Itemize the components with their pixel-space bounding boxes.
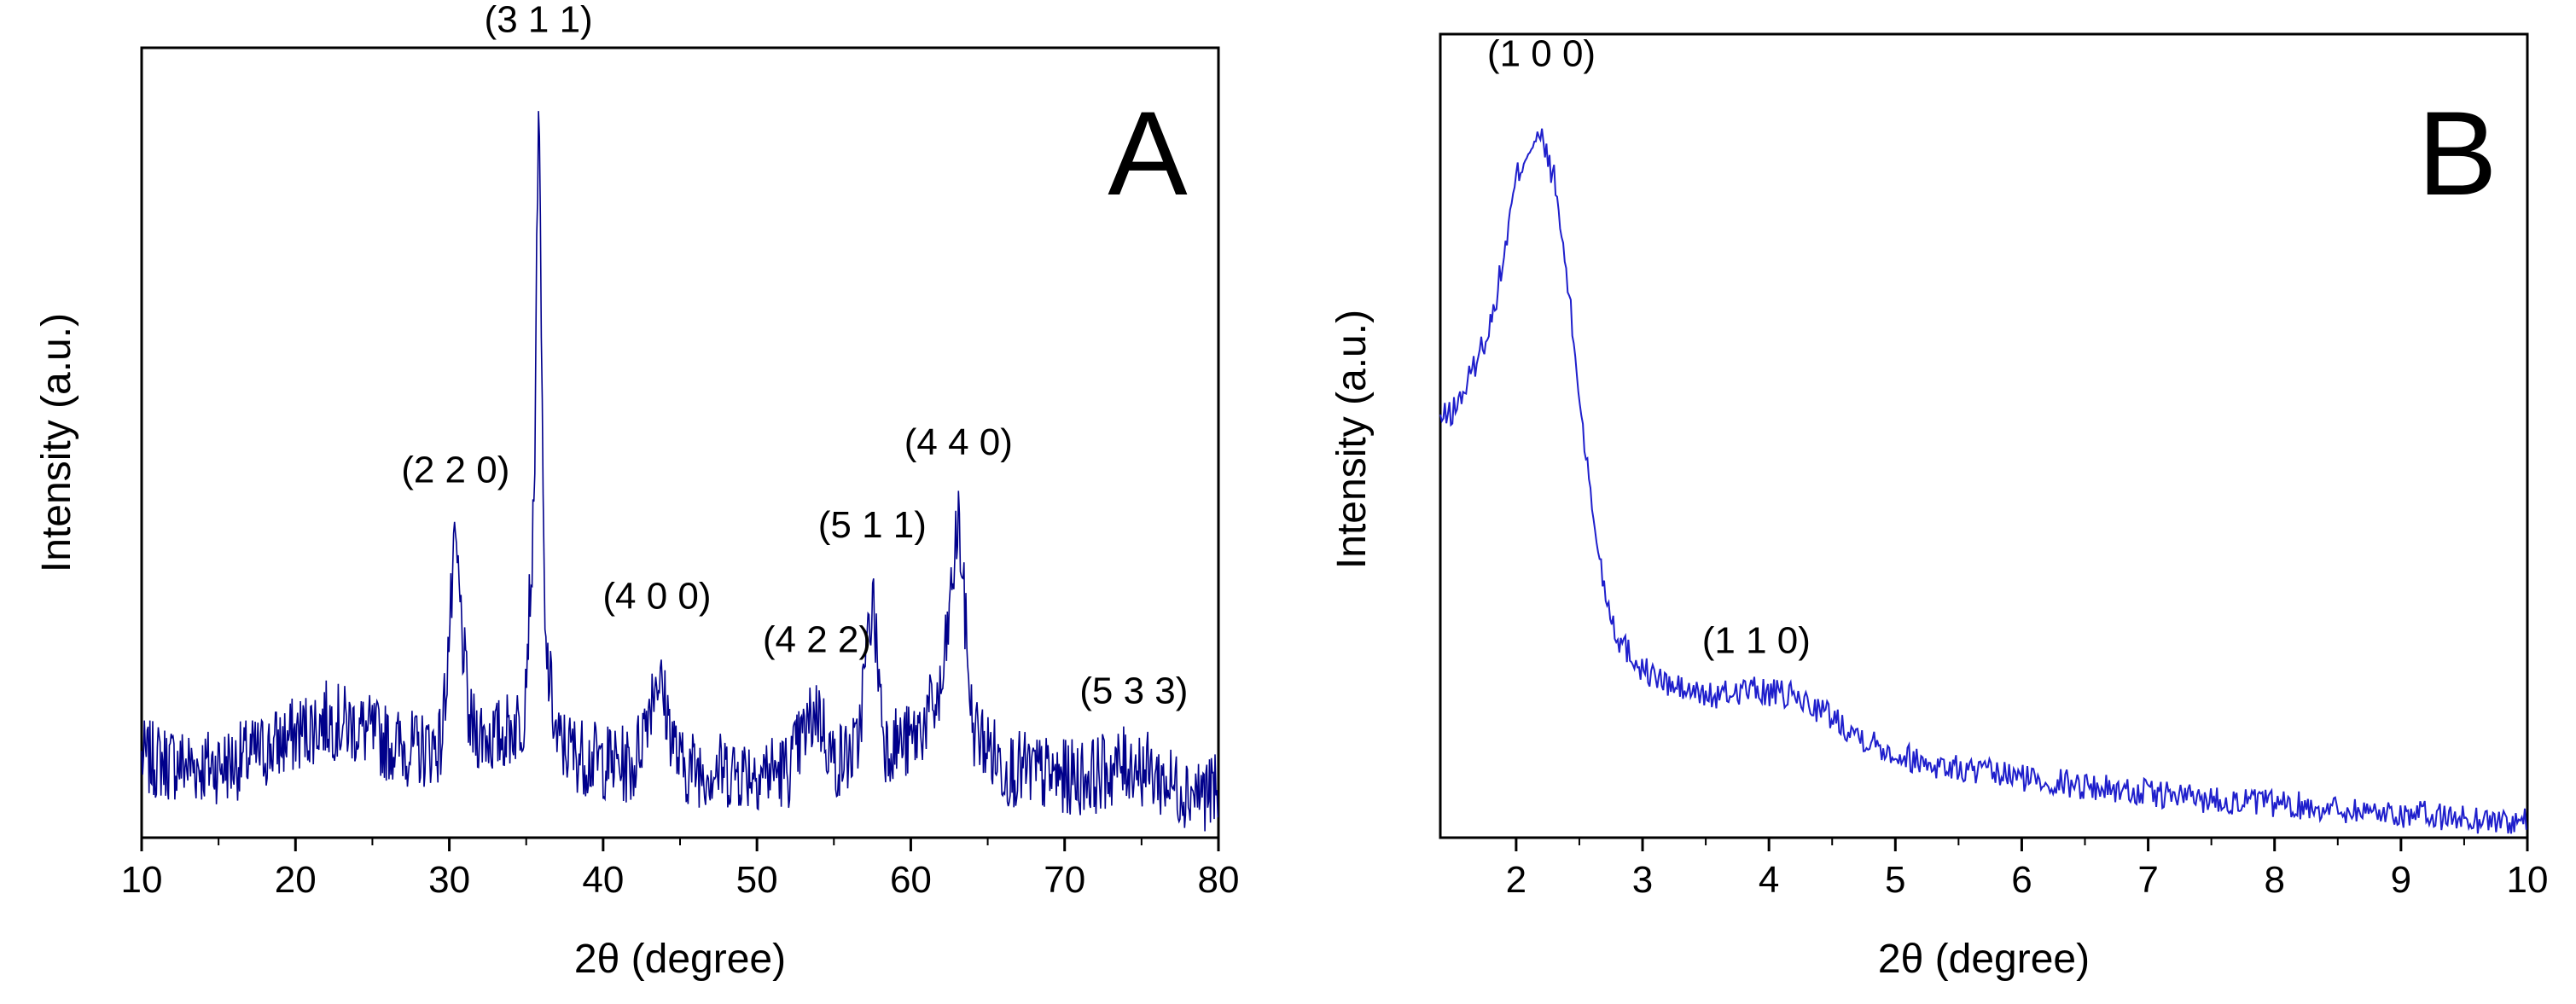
- x-tick-label: 40: [582, 859, 624, 901]
- x-tick-label: 50: [736, 859, 778, 901]
- x-tick-label: 70: [1044, 859, 1085, 901]
- x-tick-label: 8: [2264, 859, 2284, 901]
- x-tick-label: 9: [2391, 859, 2411, 901]
- x-tick-label: 3: [1632, 859, 1653, 901]
- x-tick-label: 2: [1506, 859, 1526, 901]
- peak-label: (4 4 0): [904, 421, 1013, 463]
- x-tick-label: 30: [428, 859, 470, 901]
- x-tick-label: 20: [275, 859, 317, 901]
- peak-label: (1 0 0): [1487, 33, 1596, 75]
- panel-label-b: B: [2417, 86, 2497, 220]
- x-ticks-a: 10 20 30 40 50 60 70 80: [121, 838, 1240, 901]
- peak-labels-a: (2 2 0) (3 1 1) (4 0 0) (4 2 2) (5 1 1) (4 4 …: [401, 0, 1188, 712]
- y-axis-label-b: Intensity (a.u.): [1329, 310, 1375, 569]
- series-line-b: [1439, 128, 2527, 834]
- y-axis-label-a: Intensity (a.u.): [34, 313, 79, 572]
- peak-label: (4 0 0): [602, 575, 711, 617]
- panel-label-a: A: [1108, 86, 1188, 220]
- x-tick-label: 60: [890, 859, 932, 901]
- series-group-a: [141, 111, 1219, 832]
- peak-label: (5 3 3): [1079, 670, 1188, 712]
- peak-labels-b: (1 0 0) (1 1 0): [1487, 33, 1811, 662]
- peak-label: (4 2 2): [763, 618, 871, 660]
- x-tick-label: 80: [1198, 859, 1240, 901]
- plot-frame-b: [1439, 32, 2529, 839]
- x-axis-label-a: 2θ (degree): [574, 937, 786, 982]
- series-group-b: [1439, 128, 2527, 834]
- peak-label: (3 1 1): [485, 0, 593, 40]
- series-line-a: [141, 111, 1219, 832]
- x-axis-label-b: 2θ (degree): [1878, 937, 2090, 982]
- x-tick-label: 10: [121, 859, 163, 901]
- x-tick-label: 10: [2507, 859, 2549, 901]
- x-ticks-b: 2 3 4 5 6 7 8 9 10: [1506, 838, 2549, 901]
- peak-label: (2 2 0): [401, 449, 509, 490]
- x-tick-label: 6: [2011, 859, 2032, 901]
- chart-panel-a: 10 20 30 40 50 60 70 80 (2 2 0) (3 1 1) (4 0 0) (4…: [34, 0, 1239, 982]
- x-tick-label: 4: [1759, 859, 1779, 901]
- peak-label: (5 1 1): [818, 504, 927, 546]
- x-tick-label: 5: [1885, 859, 1905, 901]
- chart-panel-b: 2 3 4 5 6 7 8 9 10 (1 0 0) (1 1 0) 2θ (degree) In…: [1329, 32, 2549, 982]
- x-tick-label: 7: [2137, 859, 2158, 901]
- peak-label: (1 1 0): [1702, 619, 1811, 661]
